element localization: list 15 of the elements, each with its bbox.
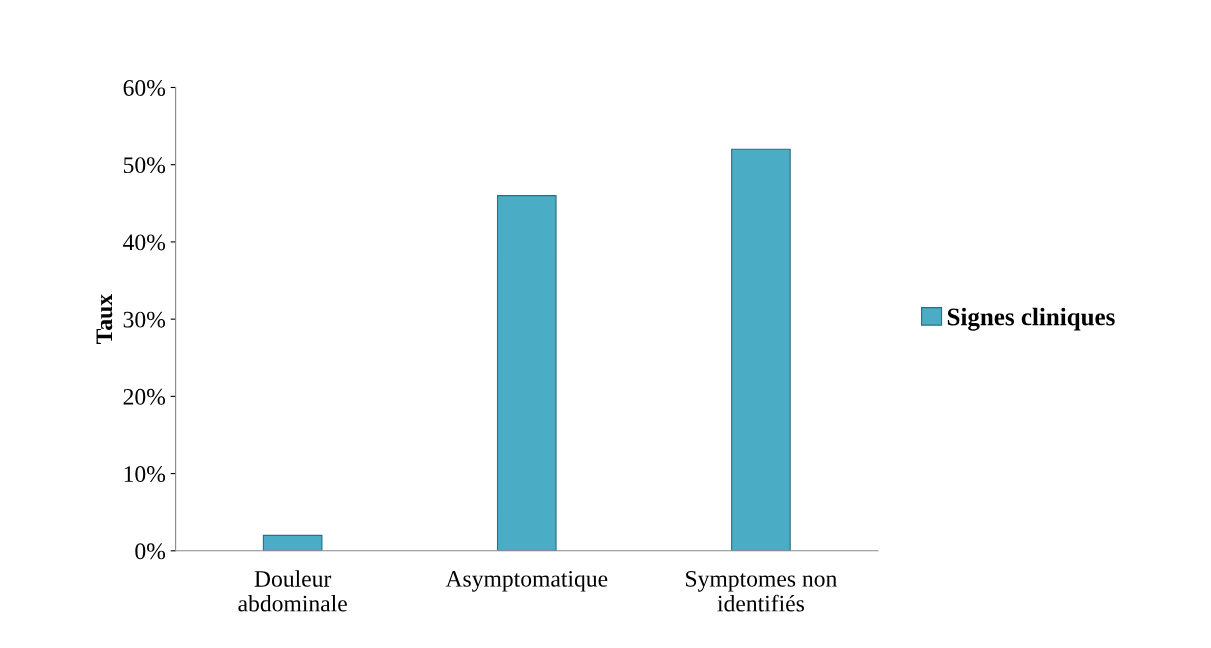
y-axis-title: Taux [96,294,113,344]
y-tick-label: 10% [124,466,166,483]
bar [496,195,557,551]
y-tick-label: 20% [123,388,166,405]
bar [731,148,791,551]
y-tick-label: 50% [123,157,166,174]
x-tick-label: Douleur abdominale [238,570,347,612]
y-tick-label: 30% [123,311,166,328]
y-tick-label: 0% [135,543,166,560]
y-tick-label: 40% [123,234,166,251]
y-tick-label: 60% [123,79,166,96]
x-tick-label: Symptomes non identifiés [686,570,837,612]
x-tick-label: Asymptomatique [445,570,608,592]
bar [262,534,323,551]
legend-label: Signes cliniques [947,307,1115,331]
